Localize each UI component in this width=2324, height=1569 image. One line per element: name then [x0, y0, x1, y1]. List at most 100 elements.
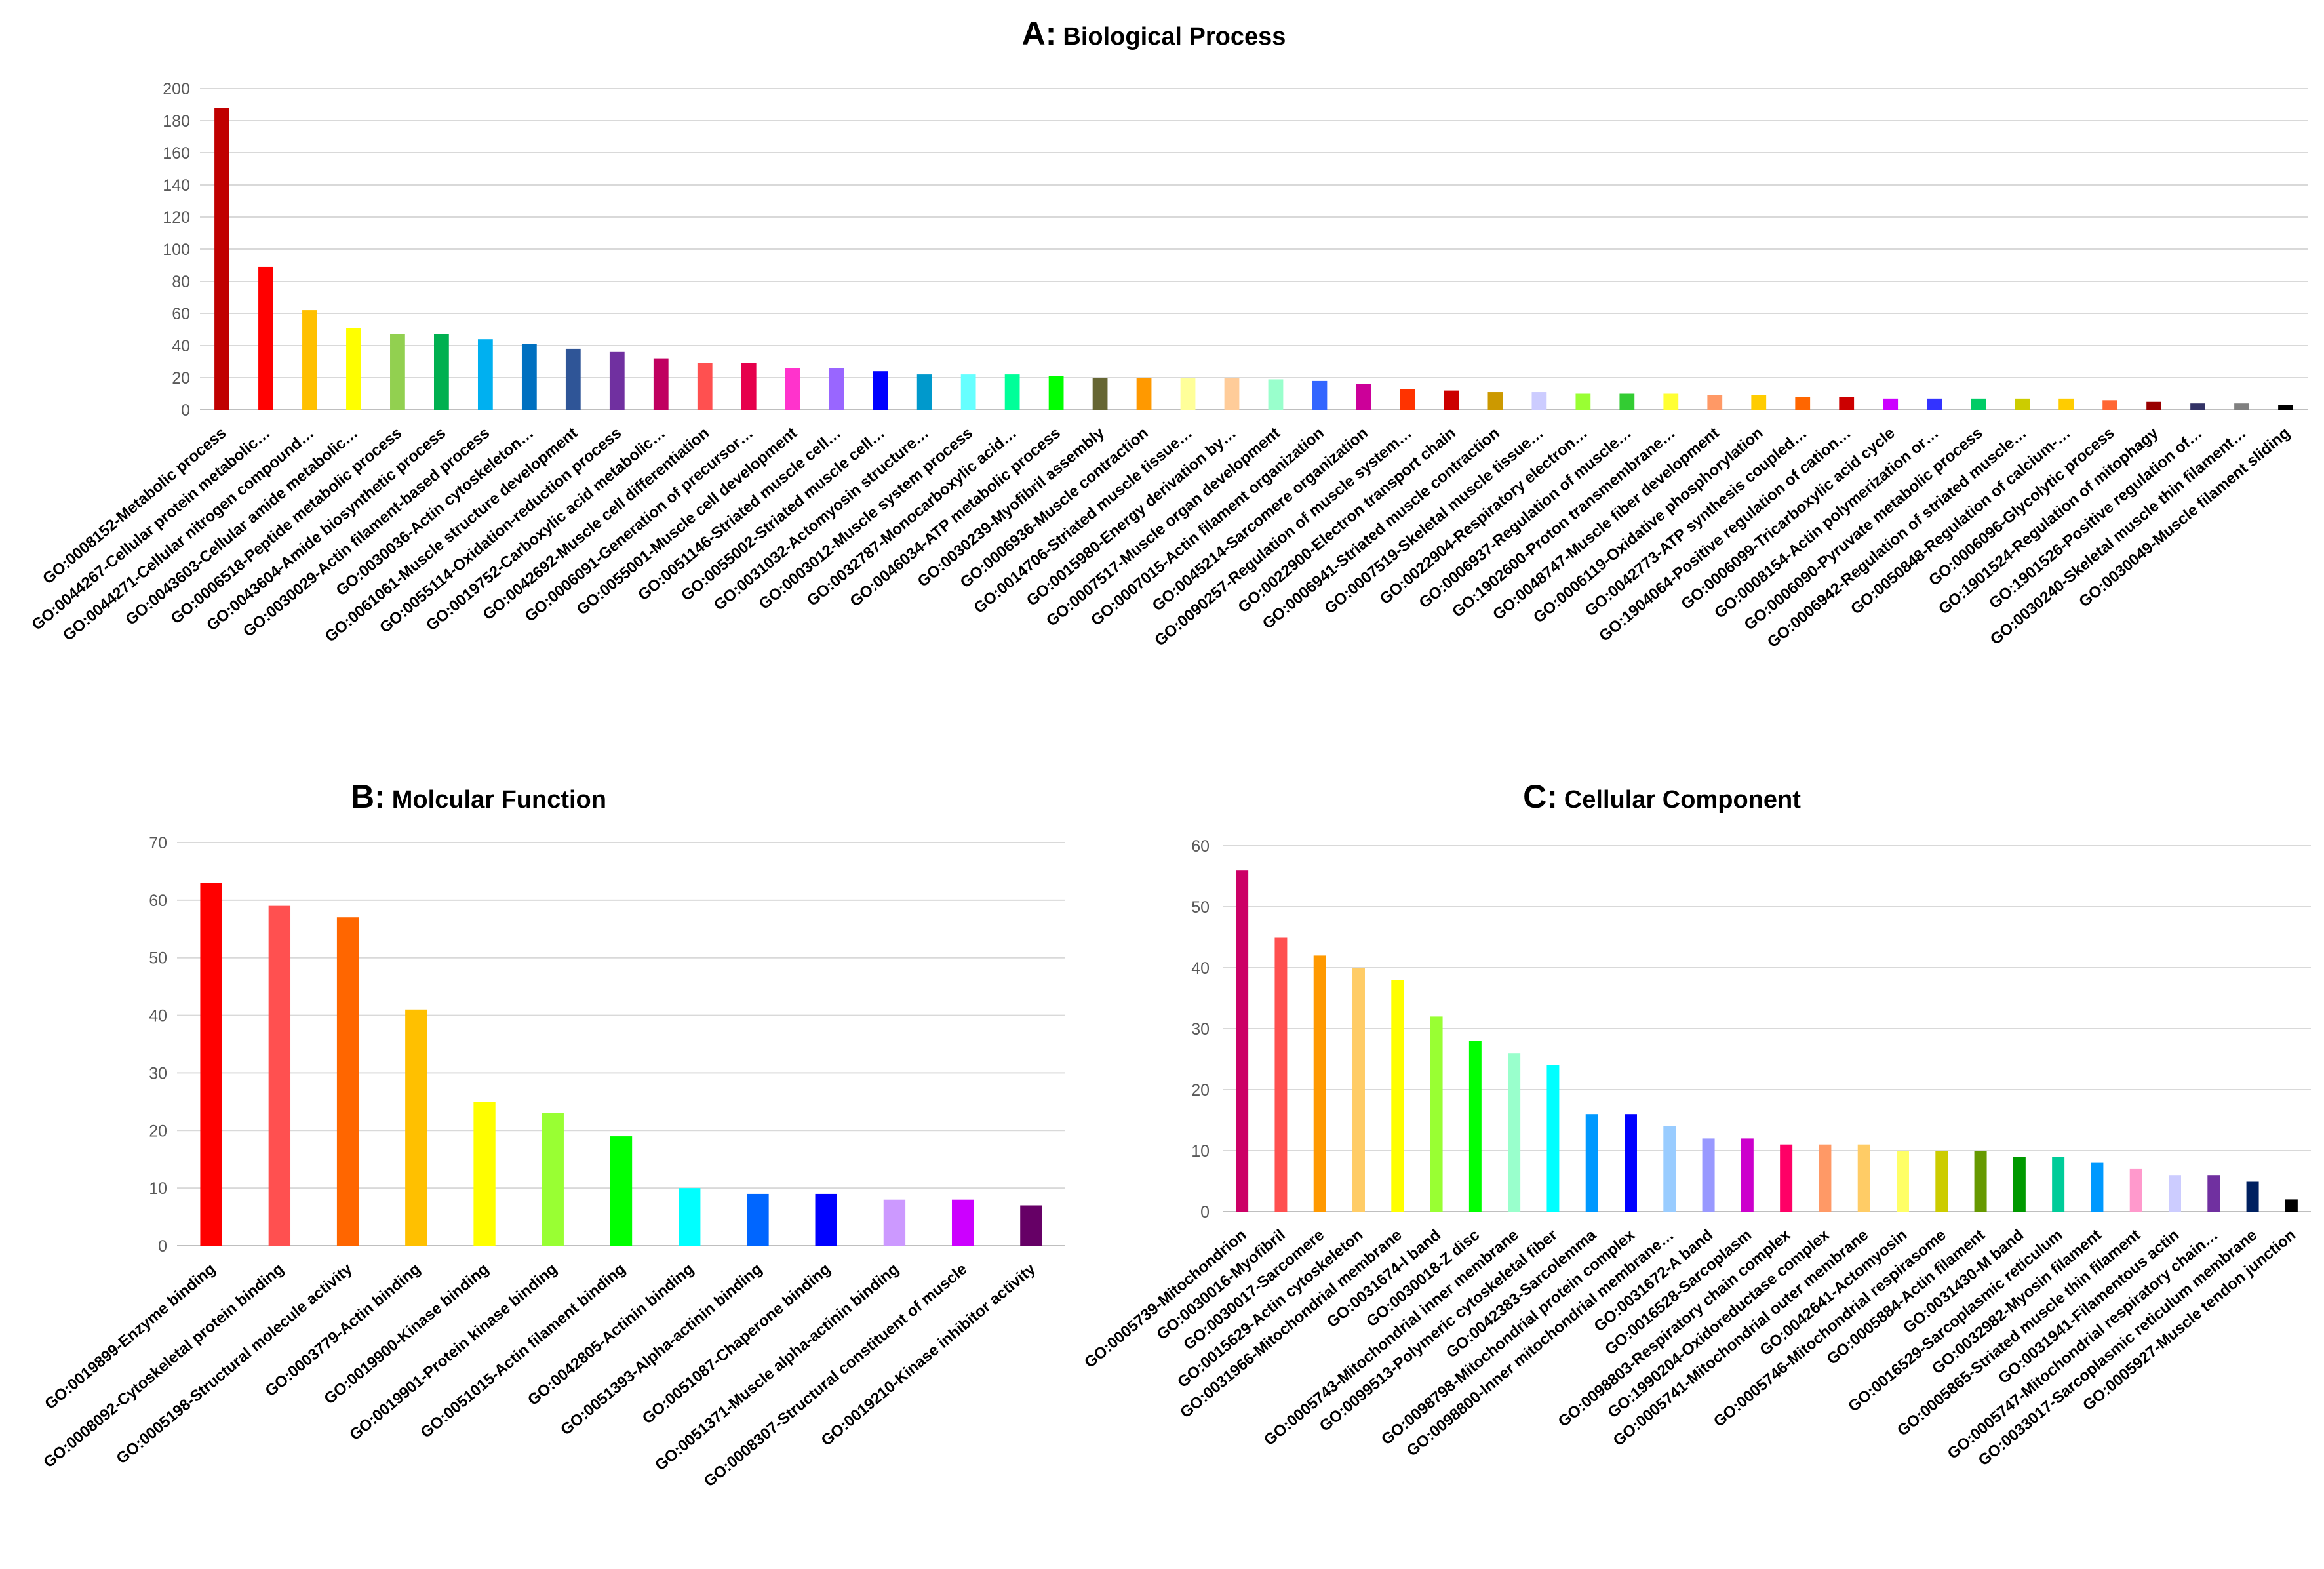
- y-tick-label: 30: [1191, 1020, 1210, 1039]
- bar: [951, 1199, 974, 1246]
- y-tick-label: 50: [1191, 898, 1210, 917]
- bar: [1136, 378, 1152, 410]
- bar: [1897, 1151, 1909, 1212]
- bar: [883, 1199, 906, 1246]
- bar: [346, 328, 361, 410]
- bar: [1935, 1151, 1948, 1212]
- bar: [1356, 384, 1371, 410]
- bar: [2015, 398, 2030, 410]
- bar: [200, 883, 222, 1246]
- y-tick-label: 50: [149, 949, 167, 968]
- bar: [1585, 1114, 1598, 1212]
- bar: [1663, 393, 1679, 410]
- chart-title: A: Biological Process: [1022, 15, 1286, 52]
- bar: [2190, 403, 2205, 410]
- bar: [1857, 1144, 1870, 1212]
- bar: [1751, 395, 1767, 410]
- bar: [2278, 405, 2293, 410]
- bar: [565, 348, 581, 410]
- bar: [1352, 968, 1365, 1212]
- chart-title: B: Molcular Function: [351, 778, 606, 815]
- chart-title-text: Cellular Component: [1564, 786, 1801, 814]
- y-tick-label: 140: [163, 176, 190, 195]
- bar: [1444, 390, 1459, 410]
- y-tick-label: 10: [149, 1180, 167, 1198]
- bar: [336, 917, 359, 1246]
- bar: [302, 310, 317, 410]
- bar: [521, 344, 537, 410]
- y-tick-label: 80: [172, 273, 190, 291]
- bar: [2169, 1175, 2181, 1212]
- y-tick-label: 200: [163, 80, 190, 98]
- chart-cellular-component: C: Cellular Component0102030405060GO:0005…: [1081, 778, 2311, 1469]
- bar: [542, 1113, 564, 1246]
- bar: [1468, 1041, 1482, 1212]
- chart-title-letter: B:: [351, 778, 385, 815]
- bar: [433, 334, 449, 410]
- bar: [1927, 398, 1942, 410]
- bar: [1400, 389, 1415, 410]
- bar: [1531, 392, 1547, 410]
- bar: [2285, 1199, 2298, 1212]
- y-tick-label: 0: [181, 401, 190, 420]
- chart-molecular-function: B: Molcular Function010203040506070GO:001…: [40, 778, 1065, 1491]
- bar: [1663, 1126, 1676, 1212]
- bar: [653, 358, 669, 410]
- bar: [1092, 378, 1108, 410]
- bar: [916, 374, 932, 410]
- bar: [2058, 398, 2074, 410]
- chart-title-text: Biological Process: [1063, 23, 1286, 50]
- y-tick-label: 40: [149, 1007, 167, 1025]
- y-tick-label: 20: [149, 1122, 167, 1140]
- bar: [960, 374, 976, 410]
- bar: [679, 1188, 701, 1246]
- y-tick-label: 60: [149, 892, 167, 910]
- y-tick-label: 20: [1191, 1081, 1210, 1100]
- y-tick-label: 30: [149, 1064, 167, 1082]
- y-tick-label: 160: [163, 144, 190, 163]
- bar: [268, 905, 291, 1246]
- bar: [1883, 398, 1899, 410]
- bar: [2129, 1168, 2142, 1212]
- y-tick-label: 0: [1200, 1203, 1210, 1221]
- bar: [829, 368, 844, 410]
- bar: [1508, 1053, 1521, 1212]
- bar: [1268, 379, 1284, 410]
- bar: [1312, 380, 1328, 410]
- bar: [1048, 376, 1064, 410]
- bar: [610, 1136, 633, 1246]
- bar: [1625, 1114, 1637, 1212]
- bar: [1575, 393, 1591, 410]
- bar: [1224, 378, 1240, 410]
- y-tick-label: 60: [172, 305, 190, 323]
- bar: [405, 1009, 427, 1246]
- bar: [1707, 395, 1723, 410]
- chart-title-text: Molcular Function: [392, 786, 606, 814]
- bar: [2091, 1162, 2104, 1212]
- bar: [1974, 1151, 1987, 1212]
- bar: [1020, 1205, 1042, 1246]
- bar: [785, 368, 800, 410]
- bar: [1741, 1138, 1754, 1212]
- bar: [1430, 1016, 1443, 1212]
- bar: [1619, 393, 1635, 410]
- chart-title: C: Cellular Component: [1523, 778, 1801, 815]
- y-tick-label: 70: [149, 834, 167, 852]
- bar: [1313, 955, 1326, 1212]
- bar: [390, 334, 405, 410]
- bar: [747, 1193, 769, 1246]
- chart-title-letter: C:: [1523, 778, 1558, 815]
- cellular-component-plot: C: Cellular Component0102030405060GO:0005…: [1081, 778, 2311, 1469]
- bar: [2052, 1157, 2065, 1212]
- bar: [214, 108, 229, 410]
- y-tick-label: 100: [163, 241, 190, 259]
- bar: [2146, 401, 2161, 410]
- bar: [1971, 398, 1986, 410]
- bar: [2207, 1175, 2220, 1212]
- y-tick-label: 0: [158, 1237, 167, 1256]
- bar: [1487, 392, 1503, 410]
- y-tick-label: 40: [1191, 959, 1210, 978]
- bar: [1546, 1065, 1560, 1212]
- chart-title-letter: A:: [1022, 15, 1057, 52]
- bar: [1004, 374, 1020, 410]
